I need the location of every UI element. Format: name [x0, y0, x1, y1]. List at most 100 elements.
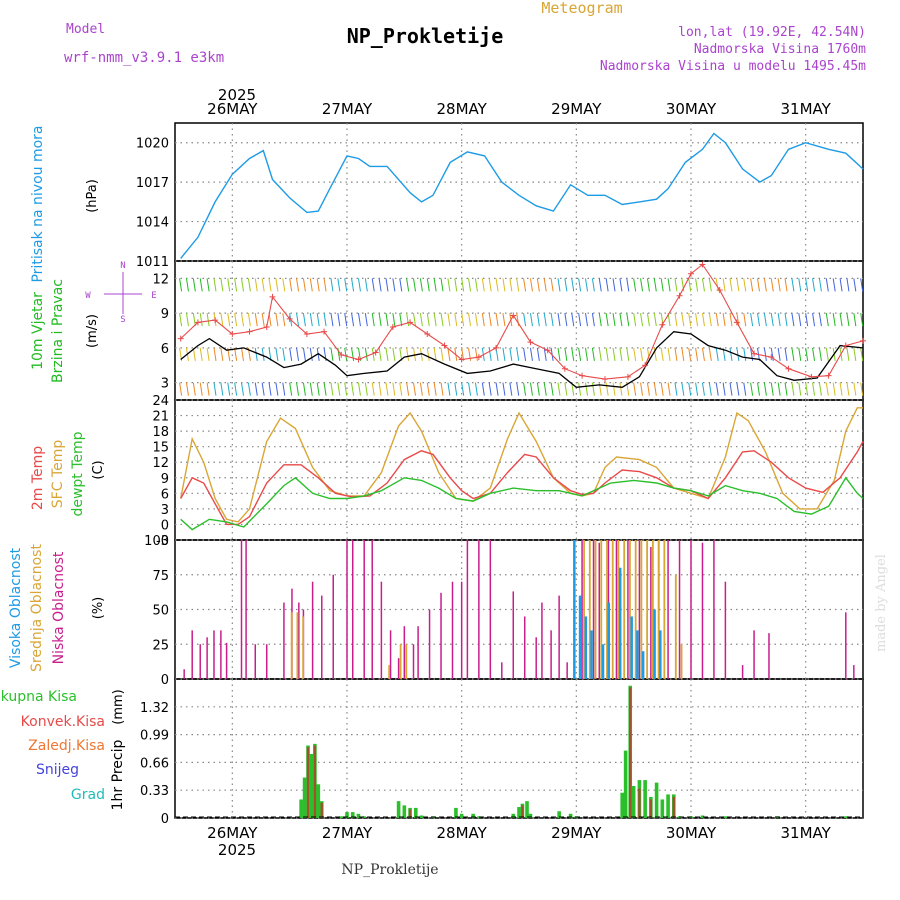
date-label-top: 28MAY: [437, 100, 488, 118]
wind-panel: 3 6 9 12: [152, 261, 866, 400]
gust-marker: [338, 351, 345, 358]
wind-barb: [406, 382, 410, 396]
wind-barb: [213, 347, 217, 361]
wind-barb: [681, 313, 685, 327]
tick-label: 21: [152, 410, 169, 425]
wind-barb: [853, 347, 857, 361]
year-bottom: 2025: [218, 841, 256, 859]
wind-barb: [557, 382, 561, 396]
precip-total-bar: [631, 785, 636, 818]
date-labels-bottom: 26MAY 27MAY 28MAY 29MAY 30MAY 31MAY: [207, 824, 831, 842]
tick-label: 18: [152, 425, 169, 440]
wind-barb: [351, 347, 355, 361]
date-label-top: 29MAY: [551, 100, 602, 118]
gust-marker: [733, 319, 740, 326]
tick-label: 3: [161, 377, 169, 392]
wind-barb: [433, 347, 437, 361]
wind-barb: [399, 382, 403, 396]
wind-barb: [392, 382, 396, 396]
tick-label: 9: [161, 472, 169, 487]
gust-marker: [194, 319, 201, 326]
wind-barb: [509, 382, 513, 396]
tick-label: 24: [152, 394, 169, 409]
wind-barb: [853, 313, 857, 327]
wind-barb: [302, 313, 306, 327]
wind-barb: [757, 313, 761, 327]
wind-barb: [839, 278, 843, 292]
wind-barb: [784, 347, 788, 361]
wind-barb: [371, 382, 375, 396]
precip-title: 1hr Precip: [110, 740, 126, 811]
wind-barb: [529, 347, 533, 361]
wind-barb: [681, 382, 685, 396]
pressure-panel: 1011 1014 1017 1020: [136, 123, 864, 270]
gust-marker: [286, 315, 293, 322]
wind-barb: [523, 278, 527, 292]
gust-marker: [475, 354, 482, 361]
tick-label: 50: [152, 604, 169, 619]
wind-barb: [426, 347, 430, 361]
watermark: made by Angel: [874, 554, 889, 652]
wind-barb: [206, 347, 210, 361]
wind-barb: [633, 278, 637, 292]
wind-barb: [846, 313, 850, 327]
wind-barb: [550, 382, 554, 396]
wind-barb: [302, 278, 306, 292]
precip-total-bar: [316, 784, 321, 818]
wind-barb: [729, 278, 733, 292]
wind-barb: [495, 313, 499, 327]
precip-convective-bar: [313, 745, 317, 818]
wind-barb: [633, 382, 637, 396]
wind-barb: [736, 382, 740, 396]
wind-barb: [433, 382, 437, 396]
wind-barb: [364, 347, 368, 361]
wind-barb: [529, 278, 533, 292]
wind-barb: [474, 278, 478, 292]
precip-convective-bar: [320, 802, 323, 818]
wind-barb: [413, 382, 417, 396]
wind-barb: [763, 347, 767, 361]
wind-barb: [633, 347, 637, 361]
date-label-bottom: 31MAY: [781, 824, 832, 842]
wind-barb: [461, 382, 465, 396]
wind-barb: [254, 347, 258, 361]
wind-barb: [302, 382, 306, 396]
wind-barb: [309, 278, 313, 292]
wind-barb: [488, 278, 492, 292]
wind-barb: [337, 382, 341, 396]
wind-barb: [426, 313, 430, 327]
gust-marker: [642, 362, 649, 369]
precip-total-bar: [568, 813, 573, 818]
wind-barb: [777, 313, 781, 327]
high-cloud-title: Visoka Oblacnost: [8, 547, 24, 668]
wind-barb: [605, 347, 609, 361]
wind-barb: [406, 278, 410, 292]
wind-barb: [385, 278, 389, 292]
wind-barb: [591, 347, 595, 361]
wind-barb: [825, 278, 829, 292]
tick-label: 12: [152, 456, 169, 471]
wind-barb: [440, 278, 444, 292]
page-title: NP_Prokletije: [347, 24, 504, 48]
precip-total-bar: [528, 813, 533, 818]
wind-barb: [715, 347, 719, 361]
wind-barb: [474, 382, 478, 396]
panel-frame: [174, 678, 864, 819]
wind-barb: [784, 313, 788, 327]
wind-barb: [206, 382, 210, 396]
tick-label: 1014: [136, 216, 169, 231]
precip-total-bar: [345, 812, 349, 818]
wind-barb: [571, 313, 575, 327]
wind-barb: [660, 382, 664, 396]
wind-unit: (m/s): [85, 314, 100, 348]
wind-barb: [743, 278, 747, 292]
precip-total-bar: [666, 794, 670, 818]
wind-barb: [784, 278, 788, 292]
wind-barb: [578, 313, 582, 327]
wind-barb: [468, 278, 472, 292]
precip-total-bar: [309, 753, 314, 818]
date-label-bottom: 30MAY: [666, 824, 717, 842]
wind-barb: [323, 313, 327, 327]
wind-barb: [708, 382, 712, 396]
